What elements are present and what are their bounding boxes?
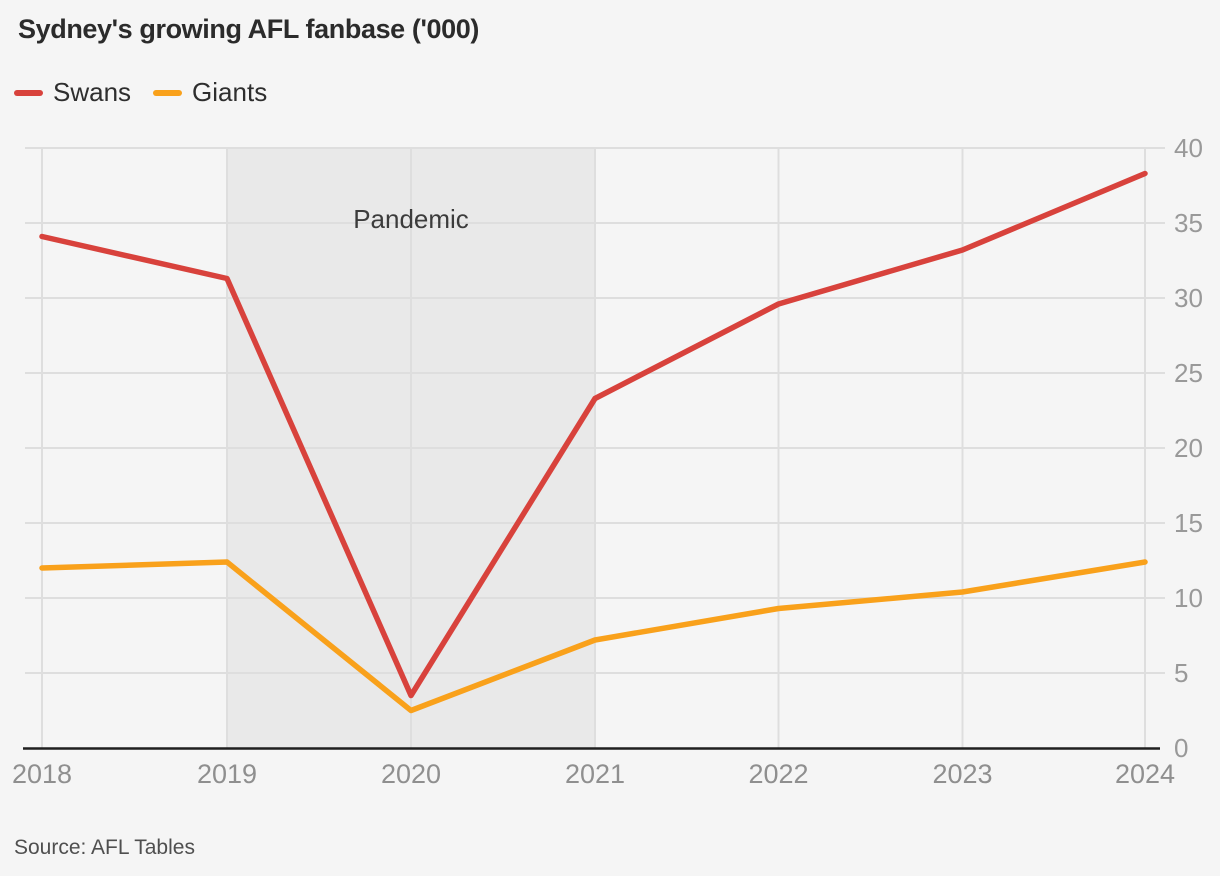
vertical-gridlines [41, 148, 1146, 748]
source-note: Source: AFL Tables [14, 836, 195, 859]
y-tick-label: 0 [1174, 733, 1188, 763]
legend-item-swans[interactable]: Swans [14, 77, 131, 108]
legend-label-swans: Swans [53, 77, 132, 107]
y-tick-label: 25 [1174, 358, 1203, 388]
x-axis-tick-labels: 2018 2019 2020 2021 2022 2023 2024 [12, 759, 1175, 789]
y-tick-label: 40 [1174, 133, 1203, 163]
series-line-giants [39, 559, 1148, 714]
x-tick-label: 2018 [12, 759, 72, 789]
legend-item-giants[interactable]: Giants [153, 77, 267, 108]
x-tick-label: 2020 [381, 759, 441, 789]
series-line-swans [39, 170, 1148, 699]
x-tick-label: 2022 [748, 759, 808, 789]
x-tick-label: 2021 [565, 759, 625, 789]
y-tick-label: 10 [1174, 583, 1203, 613]
y-tick-label: 5 [1174, 658, 1188, 688]
chart-title: Sydney's growing AFL fanbase ('000) [18, 14, 479, 44]
legend: Swans Giants [14, 77, 267, 108]
x-tick-label: 2019 [197, 759, 257, 789]
x-tick-label: 2024 [1115, 759, 1175, 789]
y-tick-label: 20 [1174, 433, 1203, 463]
y-tick-label: 30 [1174, 283, 1203, 313]
x-tick-label: 2023 [932, 759, 992, 789]
y-axis-tick-labels: 0 5 10 15 20 25 30 35 40 [1174, 133, 1203, 763]
pandemic-band-label: Pandemic [353, 204, 469, 234]
swans-line-swatch [14, 89, 43, 96]
giants-line-swatch [153, 89, 183, 96]
y-tick-label: 35 [1174, 208, 1203, 238]
y-tick-label: 15 [1174, 508, 1203, 538]
legend-label-giants: Giants [192, 77, 268, 107]
